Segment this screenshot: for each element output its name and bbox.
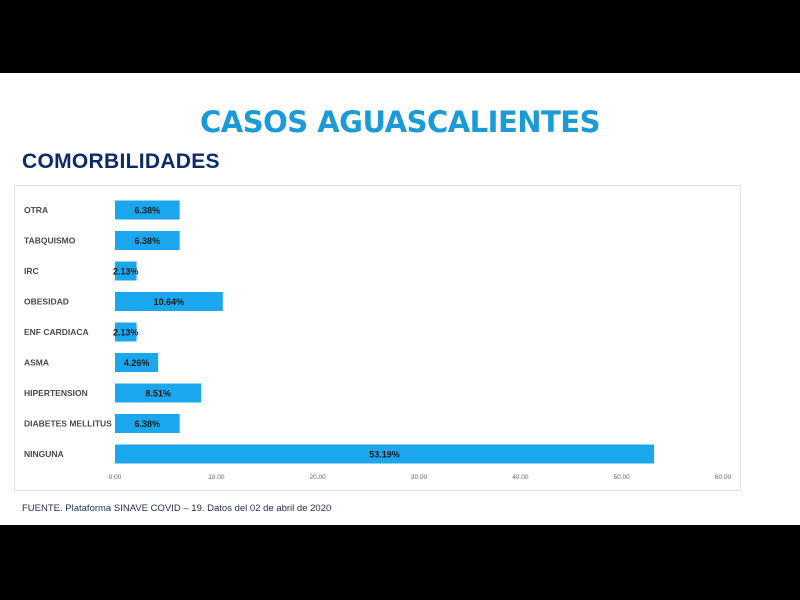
- category-label: IRC: [24, 266, 39, 276]
- category-label: NINGUNA: [24, 449, 64, 459]
- data-label: 6.38%: [135, 236, 161, 246]
- data-label: 10.64%: [154, 297, 185, 307]
- slide-title: CASOS AGUASCALIENTES: [199, 105, 601, 139]
- category-label: ENF CARDIACA: [24, 327, 89, 337]
- x-tick-label: 10.00: [208, 474, 225, 481]
- x-tick-label: 40.00: [512, 474, 529, 481]
- bar: [115, 200, 180, 220]
- category-label: ASMA: [24, 358, 49, 368]
- chart-frame: OTRA 6.38% TABQUISMO 6.38% IRC 2.13% OBESIDAD 1…: [14, 185, 741, 491]
- bar: [115, 322, 137, 342]
- category-label: OTRA: [24, 205, 48, 215]
- data-label: 2.13%: [113, 328, 139, 338]
- bar: [115, 383, 202, 403]
- x-tick-label: 30.00: [411, 474, 428, 481]
- category-label: TABQUISMO: [24, 236, 76, 246]
- data-label: 6.38%: [135, 419, 161, 429]
- data-label: 8.51%: [145, 389, 171, 399]
- bar: [115, 353, 159, 372]
- bar: [115, 292, 223, 311]
- x-tick-label: 20.00: [310, 474, 327, 481]
- data-label: 2.13%: [113, 267, 139, 277]
- x-tick-label: 0.00: [109, 474, 122, 481]
- category-label: OBESIDAD: [24, 297, 69, 307]
- source-note: FUENTE. Plataforma SINAVE COVID – 19. Da…: [22, 503, 332, 514]
- category-label: HIPERTENSION: [24, 388, 88, 398]
- category-label: DIABETES MELLITUS: [24, 419, 112, 429]
- bar-chart: OTRA 6.38% TABQUISMO 6.38% IRC 2.13% OBESIDAD 1…: [24, 200, 732, 481]
- data-label: 53.19%: [369, 450, 400, 460]
- data-label: 6.38%: [135, 206, 161, 216]
- slide: CASOS AGUASCALIENTES COMORBILIDADES OTRA…: [0, 73, 800, 525]
- slide-subtitle: COMORBILIDADES: [22, 150, 220, 173]
- bar: [115, 414, 180, 433]
- bar: [115, 261, 137, 281]
- x-tick-label: 50.00: [614, 474, 631, 481]
- data-label: 4.26%: [124, 358, 150, 368]
- bar: [115, 444, 654, 464]
- bar: [115, 231, 180, 250]
- x-tick-label: 60.00: [715, 474, 732, 481]
